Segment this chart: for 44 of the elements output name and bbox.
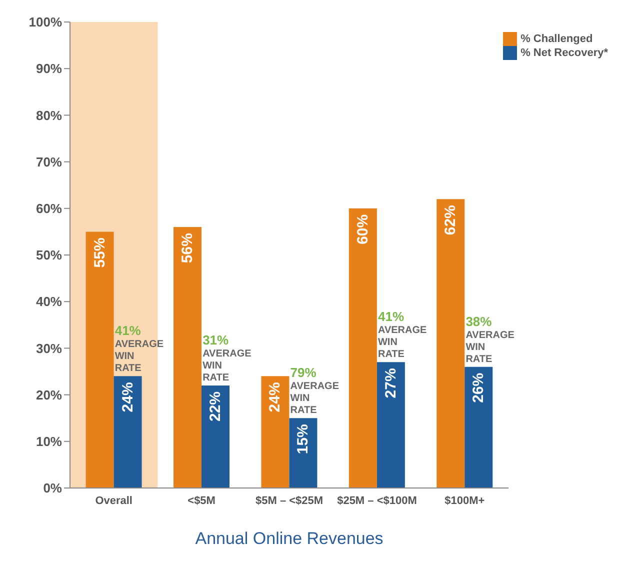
x-tick-label: Overall — [95, 494, 133, 507]
data-label: 26% — [470, 372, 488, 403]
bar — [114, 376, 142, 488]
bar — [436, 199, 465, 488]
data-label: 56% — [179, 233, 196, 264]
y-tick-label: 90% — [36, 61, 62, 76]
x-tick-label: <$5M — [188, 494, 216, 507]
bar — [86, 232, 114, 488]
y-tick-label: 70% — [36, 154, 62, 170]
data-label: 22% — [207, 391, 224, 422]
data-label: 60% — [354, 214, 372, 244]
y-tick-label: 10% — [36, 434, 62, 450]
bar — [174, 227, 202, 488]
y-tick-label: 50% — [36, 248, 62, 263]
y-tick-label: 20% — [36, 387, 62, 402]
y-tick-label: 80% — [36, 108, 62, 123]
annotation: 41% AVERAGE WIN RATE — [378, 309, 428, 360]
data-label: 24% — [266, 382, 284, 412]
y-tick-label: 60% — [36, 201, 62, 216]
bar — [261, 376, 290, 488]
annotation: 41% AVERAGE WIN RATE — [114, 323, 164, 374]
legend-label: % Challenged — [520, 32, 593, 45]
y-tick-label: 40% — [36, 294, 62, 310]
y-tick-label: 100% — [28, 14, 62, 30]
legend-label: % Net Recovery* — [520, 46, 608, 59]
data-label: 55% — [91, 238, 108, 268]
data-label: 62% — [442, 205, 460, 236]
bar — [376, 362, 405, 488]
y-tick-label: 0% — [43, 480, 62, 496]
annotation: 31% AVERAGE WIN RATE — [202, 332, 252, 384]
annotation: 38% AVERAGE WIN RATE — [466, 314, 515, 365]
x-tick-label: $25M – <$100M — [337, 494, 417, 507]
bar — [464, 366, 493, 488]
data-label: 27% — [382, 368, 400, 398]
x-tick-label: $5M – <$25M — [255, 494, 324, 507]
data-label: 24% — [119, 382, 136, 412]
y-tick-label: 30% — [36, 340, 62, 356]
data-label: 15% — [294, 424, 312, 454]
x-tick-label: $100M+ — [444, 494, 485, 507]
x-axis-title: Annual Online Revenues — [195, 529, 384, 548]
bar — [289, 418, 318, 488]
annotation: 79% AVERAGE WIN RATE — [290, 365, 340, 416]
bar — [202, 385, 230, 488]
bar — [348, 208, 377, 488]
